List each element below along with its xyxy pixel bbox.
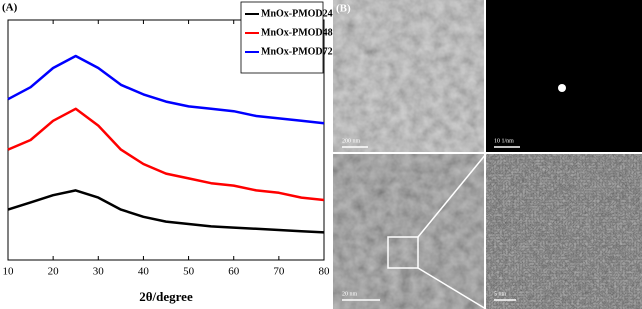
tem-overlay bbox=[333, 154, 484, 309]
x-tick-label: 30 bbox=[93, 266, 105, 278]
x-axis-label: 2θ/degree bbox=[139, 289, 193, 304]
panel-label: (A) bbox=[2, 2, 18, 14]
zoom-box bbox=[387, 236, 419, 269]
panel-label: (B) bbox=[336, 3, 351, 15]
x-tick-label: 60 bbox=[228, 266, 240, 278]
tem-overlay bbox=[333, 0, 484, 152]
diffraction-spot bbox=[558, 84, 566, 92]
x-tick-label: 50 bbox=[183, 266, 195, 278]
x-tick-label: 70 bbox=[273, 266, 285, 278]
scale-bar-label: 20 nm bbox=[342, 291, 358, 297]
diffraction-image bbox=[486, 0, 642, 152]
tem-image bbox=[333, 0, 484, 152]
legend-label: MnOx-PMOD48 bbox=[261, 27, 333, 38]
x-tick-label: 80 bbox=[319, 266, 331, 278]
scale-bar-label: 200 nm bbox=[342, 138, 361, 144]
x-tick-label: 40 bbox=[138, 266, 150, 278]
zoom-line bbox=[417, 267, 487, 309]
series-line bbox=[7, 189, 325, 234]
panel-b: (B) 200 nm 10 1/nm 20 nm 5 nm bbox=[333, 0, 642, 309]
x-tick-label: 10 bbox=[3, 266, 15, 278]
hrtem-overlay bbox=[486, 154, 642, 309]
scale-bar-label: 10 1/nm bbox=[494, 138, 514, 144]
scale-bar-label: 5 nm bbox=[494, 291, 507, 297]
plot-frame bbox=[7, 19, 325, 261]
legend-label: MnOx-PMOD24 bbox=[261, 8, 333, 19]
legend-box bbox=[240, 1, 324, 74]
series-line bbox=[7, 107, 325, 202]
zoom-line bbox=[417, 153, 487, 238]
legend-label: MnOx-PMOD72 bbox=[261, 46, 333, 57]
x-tick-label: 20 bbox=[48, 266, 60, 278]
chart-a: (A) 2θ/degree 10 20 30 40 50 60 70 80 MnOx-PMOD2… bbox=[2, 2, 333, 304]
series-line bbox=[7, 54, 325, 125]
